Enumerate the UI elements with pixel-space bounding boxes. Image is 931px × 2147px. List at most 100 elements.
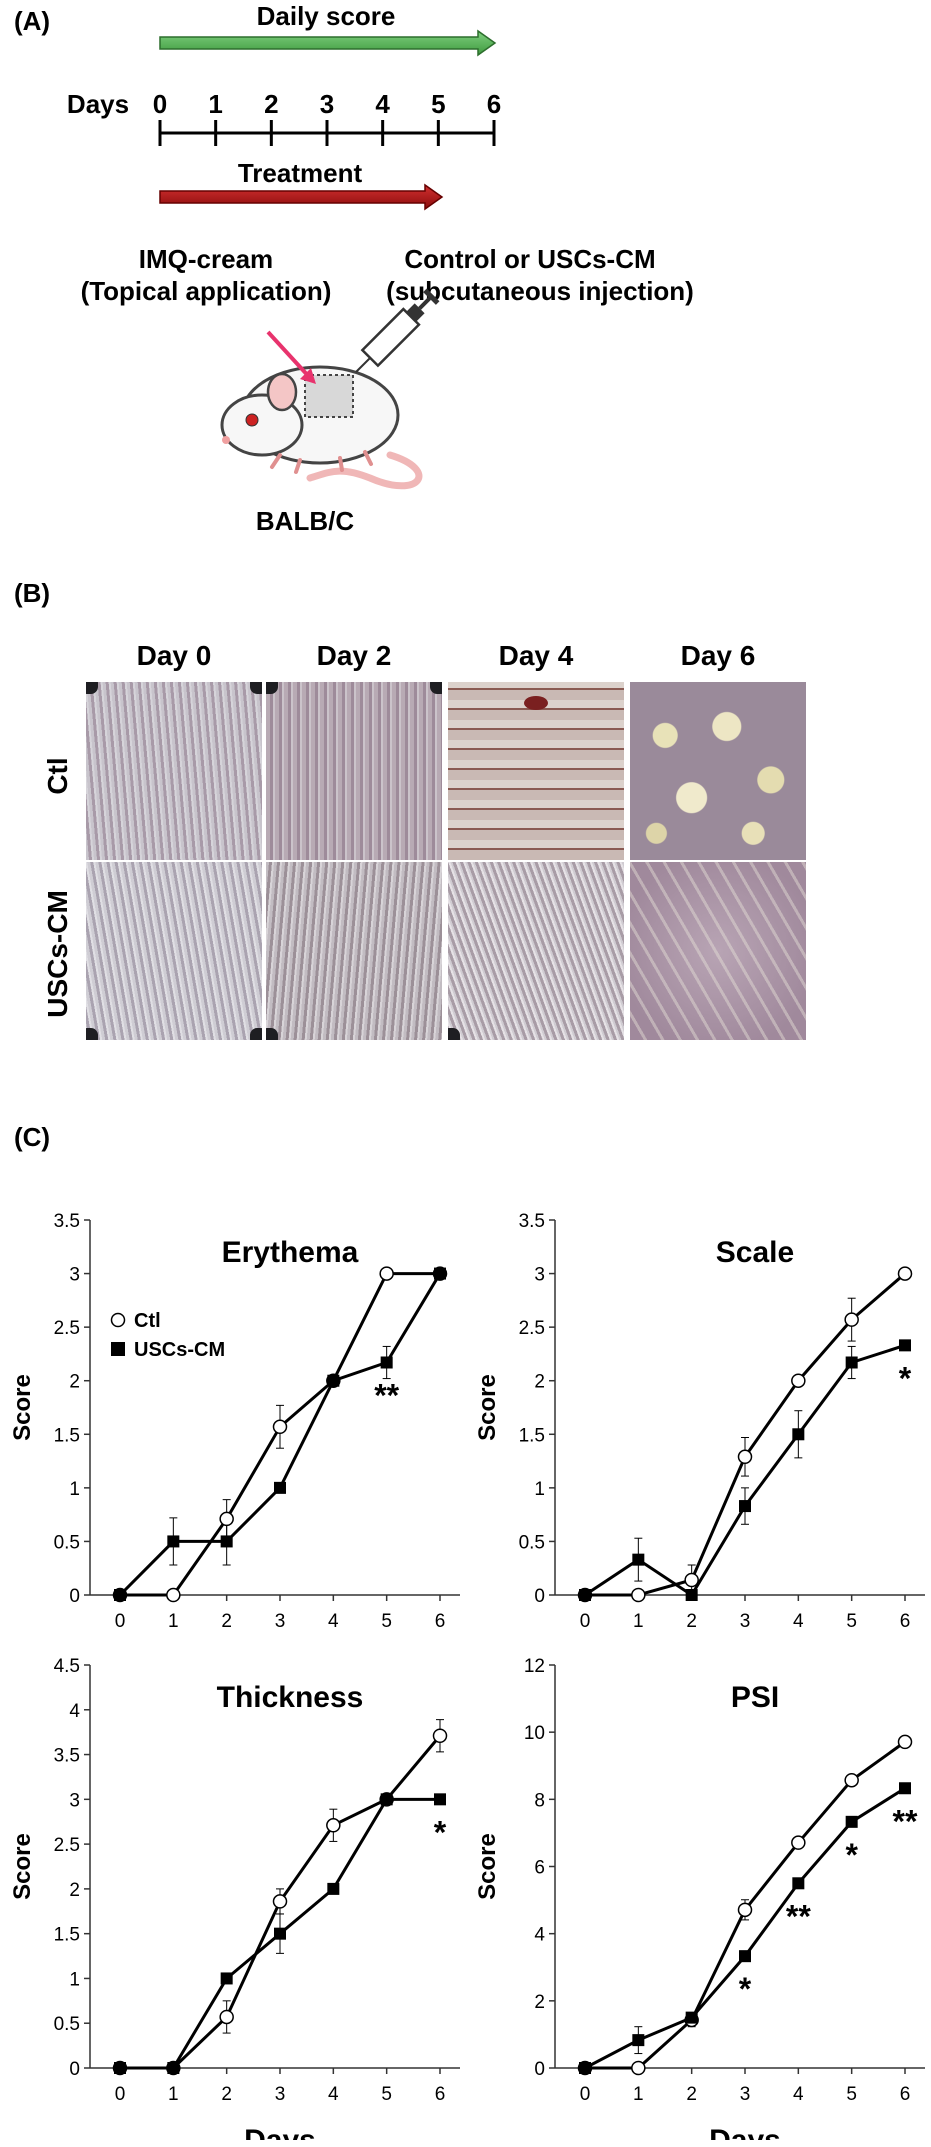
chart-scale: 0 0.5 1 1.5 2 2.5 3 3.5 0 1 2 3 4 5 6 Scale Score * [474, 1211, 925, 1632]
x-tick-label: 5 [381, 2084, 392, 2105]
significance-annotation: ** [374, 1378, 399, 1414]
data-point-uscs [632, 2034, 645, 2047]
y-tick-label: 1.5 [54, 1425, 80, 1446]
significance-annotation: * [899, 1360, 912, 1396]
daily-score-arrow [159, 29, 497, 57]
mouse-label: BALB/C [256, 506, 354, 536]
x-tick-label: 1 [633, 2084, 644, 2105]
significance-annotation: * [739, 1971, 752, 2007]
x-tick-label: 0 [115, 1611, 126, 1632]
row-head-ctl: Ctl [42, 757, 73, 795]
treatment-label: Treatment [238, 158, 363, 188]
y-tick-label: 0.5 [519, 1532, 545, 1553]
y-tick-label: 1 [69, 1479, 80, 1500]
photo-uscs-day6 [630, 862, 806, 1040]
legend-label-ctl: Ctl [134, 1310, 161, 1332]
photo-ctl-day4 [448, 682, 624, 860]
timeline-tick-label: 2 [264, 89, 278, 119]
data-point-uscs [327, 1374, 340, 1387]
y-tick-label: 1 [69, 1969, 80, 1990]
data-point-uscs [167, 1535, 180, 1548]
y-tick-label: 8 [534, 1790, 545, 1811]
timeline-diagram: Daily score Days 0 1 2 3 4 5 6 Treatment IMQ-c… [67, 1, 694, 536]
treatment-arrow [159, 183, 444, 211]
panel-label-b: (B) [14, 578, 51, 608]
x-tick-label: 6 [435, 1611, 446, 1632]
data-point-uscs [434, 1267, 446, 1280]
chart-erythema: 0 0.5 1 1.5 2 2.5 3 3.5 0 1 2 3 4 5 6 Erythema Score ** Ct… [9, 1211, 460, 1632]
data-point-ctl [272, 1419, 288, 1435]
y-tick-label: 3 [69, 1790, 80, 1811]
x-tick-label: 4 [328, 1611, 339, 1632]
y-tick-label: 6 [534, 1858, 545, 1879]
y-tick-label: 2 [69, 1880, 80, 1901]
chart-title: PSI [731, 1681, 779, 1714]
legend-label-uscs: USCs-CM [134, 1339, 225, 1361]
data-point-ctl [631, 2060, 646, 2076]
x-tick-label: 2 [221, 2084, 232, 2105]
photo-ctl-day6 [630, 682, 806, 860]
y-tick-label: 2 [69, 1372, 80, 1393]
timeline-tick-label: 1 [208, 89, 222, 119]
data-point-uscs [579, 1589, 591, 1601]
daily-score-label: Daily score [257, 1, 396, 31]
col-head-day0: Day 0 [136, 640, 212, 671]
data-point-uscs [739, 1500, 751, 1513]
application-area [304, 374, 354, 418]
photo-uscs-day2 [266, 862, 442, 1040]
y-tick-label: 2.5 [54, 1318, 80, 1339]
x-tick-label: 2 [686, 2084, 697, 2105]
data-point-ctl [379, 1266, 394, 1281]
data-point-uscs [899, 1339, 911, 1352]
y-tick-label: 3 [69, 1265, 80, 1286]
x-axis-label: Days [244, 2124, 316, 2140]
significance-annotation: ** [786, 1898, 811, 1934]
data-point-ctl [432, 1728, 448, 1743]
data-point-uscs [167, 2062, 180, 2074]
x-tick-label: 1 [168, 2084, 179, 2105]
y-tick-label: 1.5 [54, 1925, 80, 1946]
data-point-ctl [791, 1373, 806, 1388]
series-line-uscs [584, 1786, 906, 2070]
timeline-tick-label: 5 [431, 89, 445, 119]
y-tick-label: 4.5 [54, 1656, 80, 1677]
data-point-uscs [792, 1428, 805, 1441]
mouse-illustration [220, 365, 423, 490]
data-point-uscs [380, 1793, 393, 1806]
data-point-uscs [685, 2011, 698, 2024]
y-tick-label: 4 [534, 1925, 545, 1946]
x-tick-label: 5 [381, 1611, 392, 1632]
data-point-uscs [579, 2062, 591, 2074]
data-point-uscs [792, 1877, 805, 1890]
data-point-ctl [844, 1772, 859, 1788]
x-tick-label: 3 [740, 1611, 751, 1632]
x-tick-label: 3 [275, 1611, 286, 1632]
data-point-ctl [737, 1902, 753, 1918]
x-tick-label: 1 [633, 1611, 644, 1632]
chart-thickness: 0 0.5 1 1.5 2 2.5 3 3.5 4 4.5 0 1 2 3 4 5 6 Thickness Scor… [9, 1656, 460, 2140]
data-point-ctl [684, 1572, 699, 1588]
legend-marker-ctl [110, 1312, 126, 1328]
col-head-day2: Day 2 [316, 640, 392, 671]
y-tick-label: 3 [534, 1265, 545, 1286]
y-tick-label: 1 [534, 1479, 545, 1500]
y-tick-label: 12 [524, 1656, 545, 1677]
y-tick-label: 2 [534, 1372, 545, 1393]
chart-title: Thickness [217, 1681, 364, 1714]
y-tick-label: 3.5 [519, 1211, 545, 1232]
data-point-ctl [737, 1449, 753, 1465]
x-tick-label: 4 [793, 2084, 804, 2105]
y-axis-label: Score [474, 1833, 501, 1900]
x-tick-label: 5 [846, 1611, 857, 1632]
data-point-uscs [274, 1927, 286, 1940]
x-tick-label: 6 [900, 2084, 911, 2105]
x-tick-label: 0 [580, 2084, 591, 2105]
data-point-ctl [326, 1818, 341, 1833]
data-point-uscs [739, 1950, 751, 1963]
timeline-tick-label: 4 [375, 89, 390, 119]
data-point-uscs [114, 1589, 126, 1601]
x-tick-label: 2 [686, 1611, 697, 1632]
data-point-uscs [845, 1356, 858, 1369]
y-tick-label: 0 [69, 2059, 80, 2080]
days-label: Days [67, 89, 129, 119]
